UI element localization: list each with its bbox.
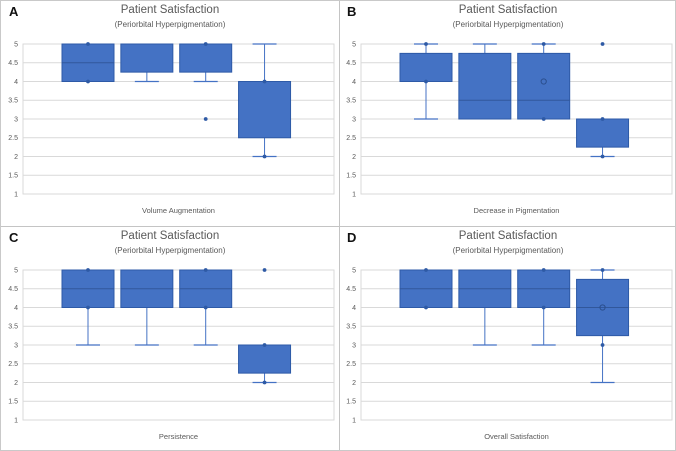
y-tick-label: 5 [352, 41, 356, 48]
data-point-marker [600, 342, 605, 347]
panel-letter-d: D [347, 229, 357, 245]
y-tick-label: 3 [352, 116, 356, 123]
data-point-marker [541, 117, 546, 121]
mean-marker [540, 78, 547, 85]
y-tick-label: 1.5 [346, 173, 356, 180]
x-axis-title-a: Volume Augmentation [142, 206, 215, 215]
y-tick-label: 2.5 [8, 361, 18, 368]
chart-subtitle-a: (Periorbital Hyperpigmentation) [114, 20, 226, 29]
y-tick-label: 3.5 [8, 323, 18, 330]
data-point-marker [86, 79, 90, 84]
data-point-marker [86, 305, 90, 309]
data-point-marker [203, 267, 208, 272]
x-axis-title-b: Decrease in Pigmentation [473, 206, 560, 215]
chart-title-b: Patient Satisfaction [458, 4, 558, 16]
y-tick-label: 3 [14, 116, 18, 123]
panel-b: 1 1.5 2 2.5 3 3.5 4 4.5 5 B Patient Satisfaction… [339, 1, 675, 227]
data-point-marker [424, 267, 428, 272]
panel-divider-vertical [338, 1, 340, 450]
data-point-marker [262, 79, 267, 84]
data-point-marker [541, 305, 546, 309]
y-tick-label: 1 [14, 417, 18, 424]
data-point-marker [541, 267, 546, 272]
box-whisker-box [517, 52, 571, 120]
x-axis-title-d: Overall Satisfaction [484, 431, 549, 441]
chart-subtitle-d: (Periorbital Hyperpigmentation) [452, 245, 564, 255]
data-point-marker [600, 42, 605, 46]
boxplot-canvas-a: 1 1.5 2 2.5 3 3.5 4 4.5 5 [8, 41, 335, 198]
boxplot-canvas-b: 1 1.5 2 2.5 3 3.5 4 4.5 5 [346, 41, 673, 198]
chart-subtitle-c: (Periorbital Hyperpigmentation) [114, 245, 226, 255]
y-tick-label: 1 [352, 191, 356, 198]
y-tick-label: 2.5 [346, 135, 356, 142]
chart-title-d: Patient Satisfaction [458, 229, 558, 242]
boxplot-canvas-d: 1 1.5 2 2.5 3 3.5 4 4.5 5 [346, 267, 673, 424]
box-whisker-box [120, 43, 174, 73]
panel-d: 1 1.5 2 2.5 3 3.5 4 4.5 5 D Patient Satisfaction… [339, 227, 675, 451]
y-tick-label: 4.5 [346, 60, 356, 67]
data-point-marker [262, 267, 267, 272]
mean-marker [599, 303, 606, 311]
data-point-marker [600, 267, 605, 272]
panel-letter-a: A [9, 4, 19, 19]
y-tick-label: 1 [14, 191, 18, 198]
box-whisker-box [238, 81, 292, 139]
y-tick-label: 3.5 [346, 98, 356, 105]
data-point-marker [262, 154, 267, 159]
y-tick-label: 4.5 [346, 286, 356, 293]
panel-letter-b: B [347, 4, 357, 19]
data-point-marker [424, 42, 428, 46]
y-tick-label: 1.5 [8, 173, 18, 180]
y-tick-label: 2 [14, 379, 18, 386]
y-tick-label: 1.5 [8, 398, 18, 405]
y-tick-label: 1.5 [346, 398, 356, 405]
y-tick-label: 4 [14, 304, 18, 311]
y-tick-label: 5 [14, 267, 18, 274]
y-tick-label: 3 [352, 342, 356, 349]
data-point-marker [262, 342, 267, 347]
panel-c: 1 1.5 2 2.5 3 3.5 4 4.5 5 C Patient Satisfaction… [1, 227, 339, 451]
data-point-marker [262, 380, 267, 384]
y-tick-label: 1 [352, 417, 356, 424]
panel-letter-c: C [9, 229, 19, 245]
data-point-marker [424, 79, 428, 84]
data-point-marker [86, 267, 90, 272]
box-whisker-box [179, 43, 233, 73]
y-tick-label: 4 [14, 79, 18, 86]
y-tick-label: 2 [352, 379, 356, 386]
data-point-marker [203, 117, 208, 121]
y-tick-label: 5 [14, 41, 18, 48]
panel-a: 1 1.5 2 2.5 3 3.5 4 4.5 5 A Patient Satisfaction… [1, 1, 339, 227]
y-tick-label: 3.5 [8, 98, 18, 105]
data-point-marker [424, 305, 428, 309]
y-tick-label: 2.5 [346, 361, 356, 368]
data-point-marker [86, 42, 90, 46]
panel-divider-horizontal [1, 226, 675, 227]
chart-title-c: Patient Satisfaction [120, 229, 220, 242]
boxplot-canvas-c: 1 1.5 2 2.5 3 3.5 4 4.5 5 [8, 267, 335, 424]
data-point-marker [203, 42, 208, 46]
chart-title-a: Patient Satisfaction [120, 4, 220, 16]
y-tick-label: 2 [14, 154, 18, 161]
chart-subtitle-b: (Periorbital Hyperpigmentation) [452, 20, 564, 29]
data-point-marker [600, 154, 605, 159]
box-whisker-box [399, 52, 453, 82]
box-whisker-box [238, 344, 292, 374]
y-tick-label: 4 [352, 304, 356, 311]
y-tick-label: 3 [14, 342, 18, 349]
data-point-marker [203, 305, 208, 309]
y-tick-label: 4.5 [8, 60, 18, 67]
y-tick-label: 3.5 [346, 323, 356, 330]
data-point-marker [541, 42, 546, 46]
x-axis-title-c: Persistence [158, 431, 199, 441]
box-whisker-box [576, 118, 630, 148]
data-point-marker [600, 117, 605, 121]
y-tick-label: 4 [352, 79, 356, 86]
y-tick-label: 2 [352, 154, 356, 161]
box-whisker-box [458, 52, 512, 120]
y-tick-label: 4.5 [8, 286, 18, 293]
y-tick-label: 5 [352, 267, 356, 274]
y-tick-label: 2.5 [8, 135, 18, 142]
